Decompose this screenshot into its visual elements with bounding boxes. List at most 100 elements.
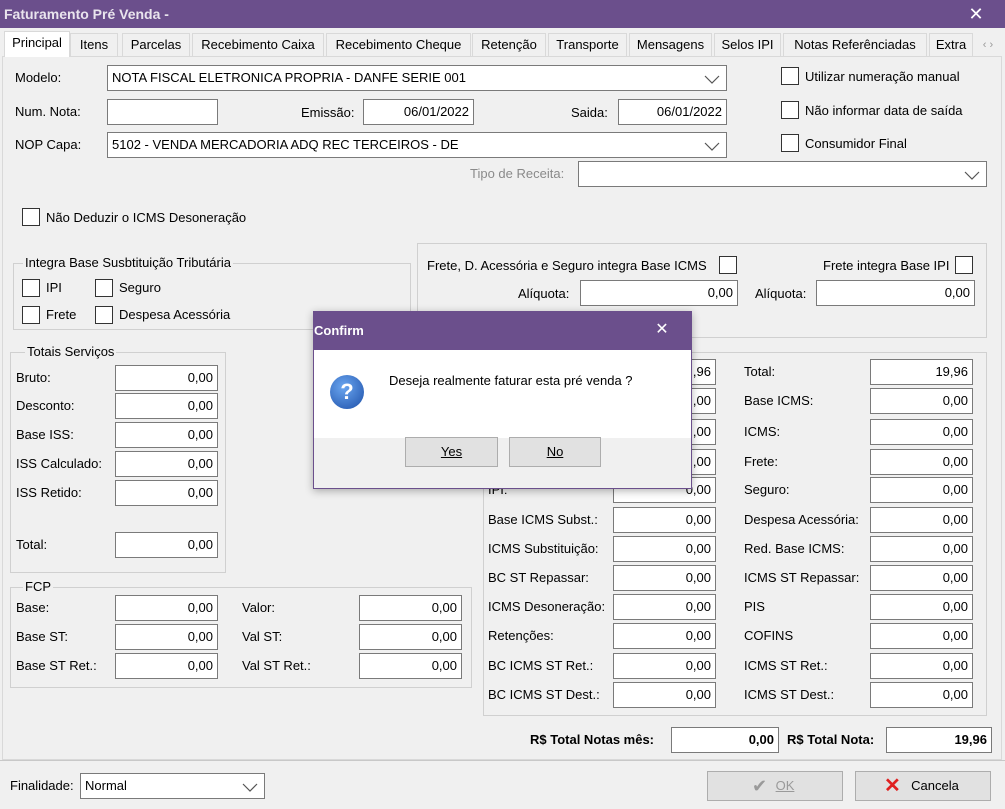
text-input[interactable]: 0,00 xyxy=(671,727,779,753)
yes-button[interactable]: Yes xyxy=(405,437,498,467)
checkbox[interactable] xyxy=(22,279,40,297)
text-input[interactable]: 0,00 xyxy=(580,280,738,306)
text-input[interactable]: 0,00 xyxy=(870,653,973,679)
close-button[interactable]: ✕ xyxy=(968,4,984,24)
text-input[interactable]: 0,00 xyxy=(115,624,218,650)
label: PIS xyxy=(744,599,765,614)
text-input[interactable]: 0,00 xyxy=(115,422,218,448)
cancel-button[interactable]: Cancela xyxy=(855,771,991,801)
text-input[interactable]: 0,00 xyxy=(359,595,462,621)
dialog-close[interactable]: ✕ xyxy=(655,321,669,338)
text-input[interactable]: 0,00 xyxy=(613,623,716,649)
tab[interactable]: Recebimento Cheque xyxy=(326,33,471,56)
label: Base ICMS Subst.: xyxy=(488,512,598,527)
text-input[interactable]: 06/01/2022 xyxy=(618,99,727,125)
tab[interactable]: Extra xyxy=(929,33,973,56)
tab-scroll[interactable]: ‹ › xyxy=(982,39,994,51)
checkbox[interactable] xyxy=(22,208,40,226)
checkbox[interactable] xyxy=(95,279,113,297)
text-input[interactable]: 0,00 xyxy=(115,451,218,477)
label: BC ST Repassar: xyxy=(488,570,589,585)
no-button[interactable]: No xyxy=(509,437,601,467)
tab[interactable]: Mensagens xyxy=(629,33,712,56)
combo-box[interactable]: 5102 - VENDA MERCADORIA ADQ REC TERCEIRO… xyxy=(107,132,727,158)
text-input[interactable]: 0,00 xyxy=(613,536,716,562)
text-input[interactable]: 0,00 xyxy=(816,280,975,306)
text-input[interactable]: 0,00 xyxy=(870,449,973,475)
text-input[interactable]: 0,00 xyxy=(115,653,218,679)
text-input[interactable]: 0,00 xyxy=(613,507,716,533)
combo-box[interactable] xyxy=(578,161,987,187)
text-input[interactable]: 0,00 xyxy=(870,594,973,620)
combo-box[interactable]: NOTA FISCAL ELETRONICA PROPRIA - DANFE S… xyxy=(107,65,727,91)
tab[interactable]: Selos IPI xyxy=(714,33,781,56)
label: Frete xyxy=(46,307,77,322)
label: Modelo: xyxy=(15,70,62,85)
checkbox[interactable] xyxy=(781,67,799,85)
checkbox[interactable] xyxy=(719,256,737,274)
label: ICMS: xyxy=(744,424,781,439)
text-input[interactable]: 0,00 xyxy=(870,623,973,649)
tab[interactable]: Recebimento Caixa xyxy=(192,33,324,56)
text-input[interactable]: 0,00 xyxy=(870,565,973,591)
ok-button[interactable]: OK xyxy=(707,771,843,801)
label: Tipo de Receita: xyxy=(470,166,565,181)
text-input[interactable]: 0,00 xyxy=(870,507,973,533)
text-input[interactable]: 0,00 xyxy=(115,393,218,419)
checkbox[interactable] xyxy=(955,256,973,274)
label: Red. Base ICMS: xyxy=(744,541,845,556)
label: Seguro xyxy=(119,280,161,295)
text-input[interactable]: 19,96 xyxy=(870,359,973,385)
dropdown-arrow xyxy=(704,142,720,151)
text-input[interactable]: 0,00 xyxy=(870,682,973,708)
title-bar xyxy=(0,0,1005,28)
text-input[interactable] xyxy=(107,99,218,125)
tab[interactable]: Transporte xyxy=(548,33,627,56)
separator xyxy=(0,760,1005,761)
label: Base ICMS: xyxy=(744,393,814,408)
text-input[interactable]: 0,00 xyxy=(870,536,973,562)
text-input[interactable]: 0,00 xyxy=(870,477,973,503)
checkbox[interactable] xyxy=(22,306,40,324)
label: Base: xyxy=(16,600,50,615)
text-input[interactable]: 0,00 xyxy=(613,682,716,708)
text-input[interactable]: 0,00 xyxy=(115,480,218,506)
tab[interactable]: Parcelas xyxy=(122,33,190,56)
text-input[interactable]: 0,00 xyxy=(613,653,716,679)
cancel-icon: ✕ xyxy=(884,775,901,797)
dropdown-arrow xyxy=(964,171,980,180)
label: ISS Calculado: xyxy=(16,456,102,471)
checkbox[interactable] xyxy=(781,134,799,152)
tab[interactable]: Itens xyxy=(70,33,118,56)
label: Não informar data de saída xyxy=(805,103,963,118)
frete-group xyxy=(417,243,987,338)
label: Despesa Acessória xyxy=(119,307,231,322)
text-input[interactable]: 0,00 xyxy=(115,365,218,391)
tab[interactable]: Retenção xyxy=(472,33,546,56)
tab-panel xyxy=(2,56,1002,760)
text-input[interactable]: 0,00 xyxy=(870,419,973,445)
tab[interactable]: Principal xyxy=(4,31,70,57)
checkbox[interactable] xyxy=(95,306,113,324)
text-input[interactable]: 0,00 xyxy=(115,595,218,621)
checkbox[interactable] xyxy=(781,101,799,119)
label: ICMS ST Dest.: xyxy=(744,687,835,702)
text-input[interactable]: 0,00 xyxy=(115,532,218,558)
label: BC ICMS ST Dest.: xyxy=(488,687,600,702)
integra-st-group-title: Integra Base Susbtituição Tributária xyxy=(23,255,233,271)
label: Valor: xyxy=(242,600,275,615)
label: Frete, D. Acessória e Seguro integra Bas… xyxy=(427,258,707,273)
text-input[interactable]: 0,00 xyxy=(359,624,462,650)
text-input[interactable]: 0,00 xyxy=(613,565,716,591)
text-input[interactable]: 19,96 xyxy=(886,727,992,753)
text-input[interactable]: 0,00 xyxy=(870,388,973,414)
label: Seguro: xyxy=(744,482,790,497)
text-input[interactable]: 0,00 xyxy=(359,653,462,679)
label: BC ICMS ST Ret.: xyxy=(488,658,594,673)
text-input[interactable]: 06/01/2022 xyxy=(363,99,474,125)
combo-box[interactable]: Normal xyxy=(80,773,265,799)
dropdown-arrow xyxy=(242,783,258,792)
text-input[interactable]: 0,00 xyxy=(613,594,716,620)
label: Utilizar numeração manual xyxy=(805,69,960,84)
tab[interactable]: Notas Referênciadas xyxy=(783,33,927,56)
